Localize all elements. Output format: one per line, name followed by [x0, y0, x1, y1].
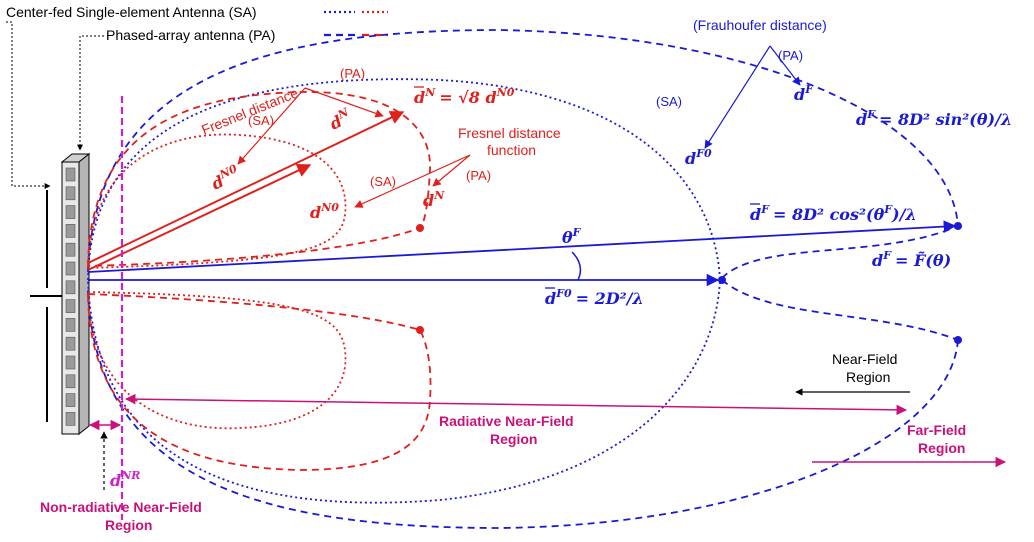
dF-equation: dF = 8D² sin²(θ)/λ [856, 108, 1012, 129]
dN0-arrow-label: dN0 [208, 162, 243, 194]
legend-leader-pa [77, 35, 104, 151]
dF0-point [718, 276, 726, 284]
legend-leader-sa [6, 21, 51, 189]
antenna-element [65, 242, 76, 257]
fresnel-distance-pointer-sa [237, 87, 306, 165]
antenna-element [65, 412, 76, 426]
fresnel-function-label-2: function [487, 142, 536, 158]
antenna-element [65, 205, 76, 219]
legend-sa-label: Center-fed Single-element Antenna (SA) [6, 4, 257, 20]
fraunhofer-sa-pointer [704, 45, 771, 149]
antenna-element [65, 393, 76, 407]
near-field-label-1: Near-Field [832, 351, 897, 367]
radiative-arrow [124, 393, 908, 416]
pa-far-field-inner-lower [721, 279, 959, 341]
antenna-array [30, 152, 91, 436]
fresnel-func-pointer-sa [354, 154, 471, 208]
pa-fresnel-point-upper [416, 224, 424, 232]
dF-function-equation: dF = F̃(θ) [872, 249, 951, 270]
fresnel-func-pointer-pa [432, 154, 471, 187]
pa-far-field-boundary-upper [87, 29, 959, 273]
dN-arrow [87, 111, 405, 264]
dF0-label-pointer: dF0 [685, 147, 712, 168]
far-field-label-2: Region [918, 440, 965, 456]
dF-point [954, 222, 962, 230]
far-field-label-1: Far-Field [907, 422, 966, 438]
fraunhofer-pa-label: (PA) [778, 48, 803, 63]
pa-fresnel-lobe-upper [87, 91, 431, 267]
dN-arrow-label: dN [326, 105, 355, 134]
antenna-element [65, 374, 76, 389]
fresnel-sa-label: (SA) [248, 113, 274, 128]
theta-F-label: θF [562, 226, 582, 247]
non-radiative-label-1: Non-radiative Near-Field [40, 499, 202, 515]
pa-far-field-inner-upper [721, 225, 959, 279]
antenna-element [65, 224, 76, 238]
fresnel-function-label-1: Fresnel distance [458, 125, 561, 141]
dF0-equation: dF0 = 2D²/λ [545, 287, 644, 308]
sa-fresnel-lobe-lower [87, 291, 347, 430]
dF-lower-point [954, 336, 962, 344]
pa-far-field-boundary-lower [87, 289, 959, 529]
dF-bar-equation: dF = 8D² cos²(θF)/λ [750, 203, 917, 224]
dF-label-pointer: dF [794, 83, 814, 104]
fresnel-func-sa-label: (SA) [370, 174, 396, 189]
dNR-label: dNR [110, 469, 140, 490]
sa-fresnel-lobe-upper [87, 133, 347, 269]
antenna-element [65, 336, 76, 351]
dN0-label: dN0 [310, 201, 339, 222]
antenna-element [65, 261, 76, 276]
fraunhofer-sa-label: (SA) [656, 94, 682, 109]
dN-label: dN [423, 189, 445, 210]
theta-arc [571, 251, 582, 281]
pa-fresnel-lobe-lower [87, 293, 432, 471]
radiative-label-1: Radiative Near-Field [439, 413, 574, 429]
antenna-element [65, 280, 76, 295]
near-field-label-2: Region [846, 369, 890, 385]
fraunhofer-pa-pointer [769, 45, 801, 86]
fresnel-func-pa-label: (PA) [466, 168, 491, 183]
fresnel-pa-label: (PA) [340, 66, 365, 81]
legend-pa-label: Phased-array antenna (PA) [106, 27, 275, 43]
antenna-element [65, 355, 76, 370]
frauhoufer-label: (Frauhoufer distance) [693, 17, 827, 33]
dN-equation: dN = √8 dN0 [414, 86, 515, 107]
pa-fresnel-point-lower [416, 326, 424, 334]
antenna-element [65, 167, 76, 182]
non-radiative-label-2: Region [105, 517, 152, 533]
dN0-arrow [87, 164, 312, 271]
fresnel-distance-pointer-pa [304, 87, 384, 118]
antenna-element [65, 318, 76, 332]
antenna-element [65, 299, 76, 313]
radiative-label-2: Region [490, 431, 537, 447]
dF-bar-arrow [87, 220, 957, 273]
antenna-element [65, 186, 76, 201]
